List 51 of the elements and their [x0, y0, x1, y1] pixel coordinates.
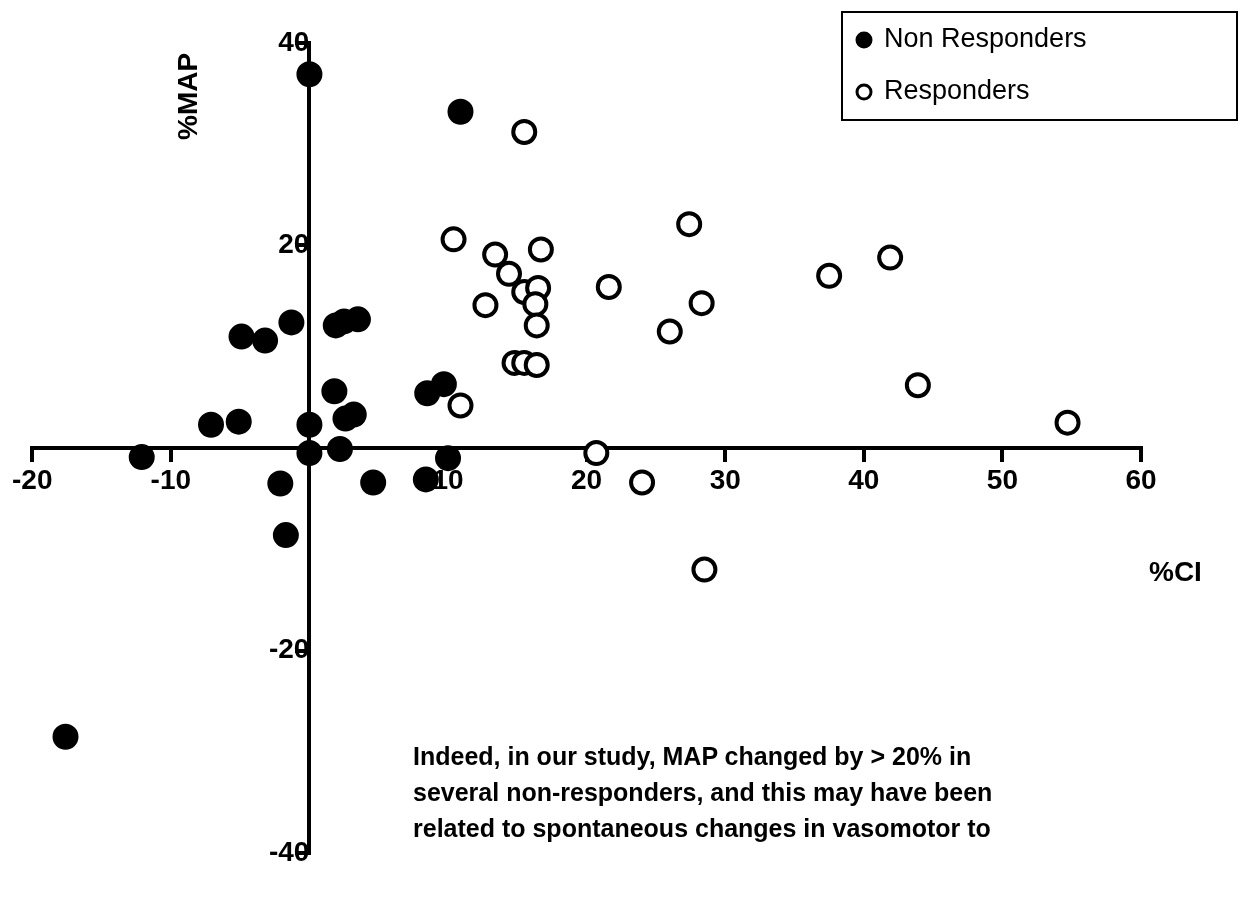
point — [321, 378, 348, 405]
point — [1054, 409, 1081, 436]
point — [472, 292, 499, 319]
point — [225, 408, 252, 435]
point — [522, 291, 549, 318]
legend-label: Responders — [884, 75, 1030, 106]
point — [904, 372, 931, 399]
point — [272, 522, 299, 549]
x-tick-label: 20 — [571, 463, 603, 495]
point — [296, 411, 323, 438]
point — [523, 312, 550, 339]
point — [128, 444, 155, 471]
point — [278, 309, 305, 336]
x-tick-label: -20 — [12, 463, 53, 495]
point — [296, 440, 323, 467]
point — [523, 351, 550, 378]
point — [511, 118, 538, 145]
point — [267, 470, 294, 497]
point — [691, 556, 718, 583]
x-tick-label: 60 — [1125, 463, 1157, 495]
point — [198, 411, 225, 438]
point — [228, 323, 255, 350]
annotation: Indeed, in our study, MAP changed by > 20% in several non-responders, and this may have been related to spontaneous changes in vasomotor to — [413, 741, 994, 844]
point — [595, 273, 622, 300]
point — [326, 436, 353, 463]
point — [676, 211, 703, 238]
point — [435, 445, 462, 472]
x-tick-label: -10 — [150, 463, 192, 495]
x-axis-title: %CI — [1149, 555, 1202, 587]
point — [447, 392, 474, 419]
point — [360, 469, 387, 496]
x-tick-label: 40 — [848, 463, 880, 495]
legend-label: Non Responders — [884, 23, 1087, 54]
point — [816, 262, 843, 289]
point — [447, 98, 474, 125]
point — [656, 318, 683, 345]
point — [482, 241, 509, 268]
point — [527, 236, 554, 263]
x-tick-label: 50 — [986, 463, 1018, 495]
point — [252, 327, 279, 354]
x-tick-label: 30 — [709, 463, 741, 495]
point — [430, 371, 457, 398]
point — [496, 260, 522, 287]
point — [52, 723, 79, 750]
point — [688, 290, 715, 317]
point — [583, 440, 610, 467]
point — [877, 244, 904, 271]
y-axis-title: %MAP — [172, 52, 204, 140]
point — [629, 469, 656, 496]
point — [296, 61, 323, 88]
point — [440, 226, 467, 253]
